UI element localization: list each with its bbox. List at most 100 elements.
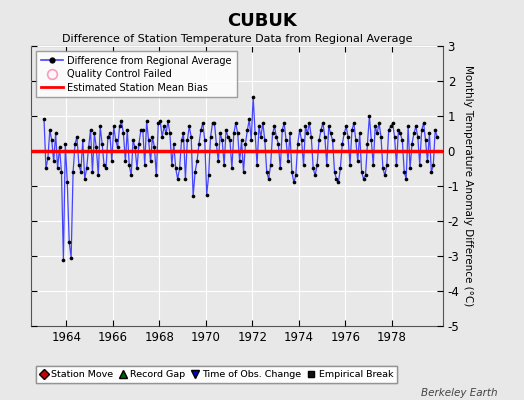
Legend: Station Move, Record Gap, Time of Obs. Change, Empirical Break: Station Move, Record Gap, Time of Obs. C… (36, 366, 397, 383)
Point (125, 162, 134, 168)
Point (177, 137, 185, 144)
Point (334, 179, 343, 186)
Point (133, 165, 141, 172)
Point (280, 120, 288, 126)
Point (266, 162, 275, 168)
Point (84, 144, 93, 151)
Point (299, 162, 308, 168)
Point (232, 120, 240, 126)
Point (113, 144, 122, 151)
Point (326, 130, 335, 137)
Point (168, 162, 176, 168)
Point (239, 169, 248, 175)
Point (243, 127, 252, 133)
Point (354, 158, 362, 165)
Point (123, 127, 132, 133)
Point (201, 137, 209, 144)
Point (40, 116, 48, 123)
Point (173, 176, 182, 182)
Point (164, 118, 172, 124)
Point (402, 176, 410, 182)
Point (179, 130, 188, 137)
Point (65, 239, 73, 245)
Text: CUBUK: CUBUK (227, 12, 297, 30)
Point (387, 123, 395, 130)
Point (226, 137, 234, 144)
Point (377, 134, 385, 140)
Point (94, 172, 103, 179)
Point (171, 165, 180, 172)
Point (131, 144, 139, 151)
Point (278, 127, 287, 133)
Point (260, 137, 269, 144)
Point (212, 141, 221, 147)
Point (216, 130, 224, 137)
Point (51, 130, 60, 137)
Title: Difference of Station Temperature Data from Regional Average: Difference of Station Temperature Data f… (62, 34, 412, 44)
Point (57, 169, 66, 175)
Point (185, 123, 193, 130)
Point (375, 120, 383, 126)
Point (418, 127, 426, 133)
Point (137, 127, 145, 133)
Point (86, 127, 95, 133)
Point (222, 127, 230, 133)
Point (107, 158, 116, 165)
Point (332, 176, 341, 182)
Point (115, 123, 124, 130)
Point (199, 120, 207, 126)
Point (195, 141, 203, 147)
Point (390, 134, 399, 140)
Point (110, 123, 118, 130)
Point (309, 165, 318, 172)
Point (373, 130, 381, 137)
Point (187, 134, 195, 140)
Point (237, 137, 246, 144)
Point (214, 158, 223, 165)
Point (319, 120, 327, 126)
Point (202, 192, 211, 198)
Point (96, 123, 104, 130)
Point (342, 123, 351, 130)
Point (189, 193, 198, 200)
Point (298, 137, 306, 144)
Point (329, 137, 337, 144)
Point (412, 123, 420, 130)
Point (404, 123, 412, 130)
Point (209, 120, 217, 126)
Point (53, 165, 62, 172)
Point (158, 134, 166, 140)
Point (268, 130, 277, 137)
Point (288, 169, 296, 175)
Text: Berkeley Earth: Berkeley Earth (421, 388, 498, 398)
Point (139, 127, 147, 133)
Point (396, 130, 405, 137)
Point (416, 162, 424, 168)
Point (305, 120, 313, 126)
Point (413, 134, 422, 140)
Point (392, 162, 401, 168)
Point (247, 137, 255, 144)
Point (228, 165, 236, 172)
Point (127, 172, 135, 179)
Point (166, 130, 174, 137)
Point (357, 169, 366, 175)
Point (71, 141, 79, 147)
Point (104, 134, 112, 140)
Point (135, 141, 143, 147)
Point (193, 158, 201, 165)
Point (431, 127, 440, 133)
Point (150, 144, 159, 151)
Point (204, 172, 213, 179)
Point (355, 130, 364, 137)
Point (249, 94, 257, 100)
Point (303, 130, 312, 137)
Point (359, 176, 368, 182)
Point (338, 141, 346, 147)
Point (156, 118, 165, 124)
Point (427, 169, 435, 175)
Point (371, 123, 379, 130)
Point (379, 165, 387, 172)
Point (433, 134, 441, 140)
Point (56, 144, 64, 151)
